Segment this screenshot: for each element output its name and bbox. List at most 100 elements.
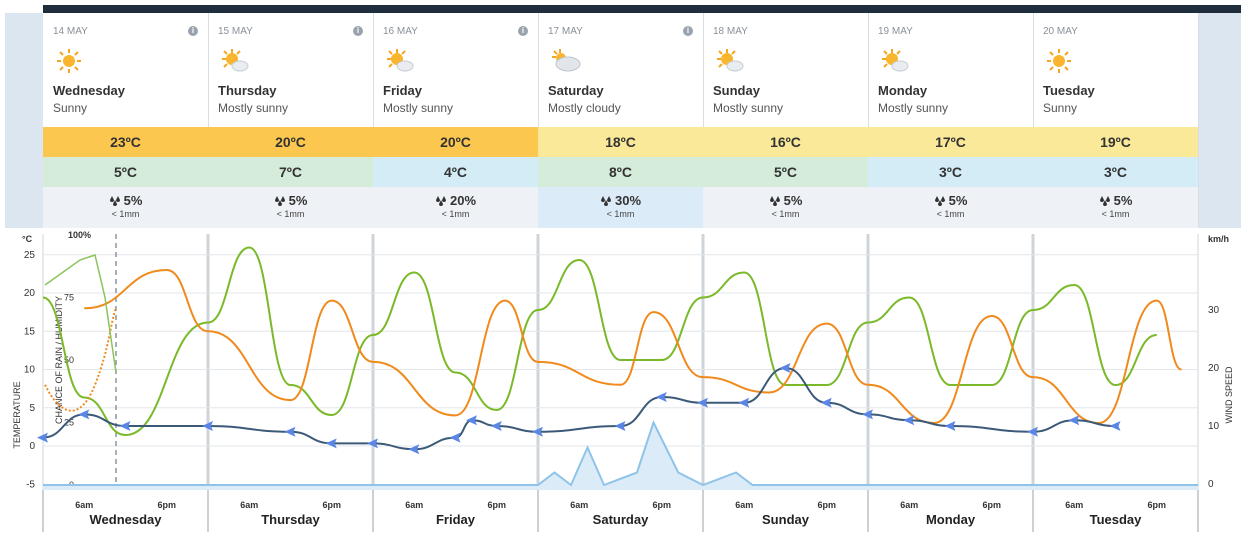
day-card[interactable]: 16 MAY i Friday Mostly sunny 20ºC 4ºC 20% < 1mm — [373, 13, 539, 228]
wind-arrow-icon — [614, 421, 626, 431]
info-icon[interactable]: i — [683, 26, 693, 36]
x-day-label: Friday — [436, 512, 476, 527]
plot-area — [43, 234, 1198, 490]
temp-tick: 5 — [29, 403, 35, 414]
raindrops-icon — [109, 193, 124, 208]
day-card[interactable]: 19 MAY Monday Mostly sunny 17ºC 3ºC 5% < 1mm — [868, 13, 1034, 228]
rain-chance: 5% < 1mm — [208, 187, 373, 228]
wind-arrow-icon — [820, 397, 832, 408]
wind-arrow-icon — [532, 426, 543, 437]
day-card[interactable]: 18 MAY Sunday Mostly sunny 16ºC 5ºC 5% < 1mm — [703, 13, 869, 228]
sun-icon — [55, 47, 83, 78]
rain-percent: 5% — [783, 193, 803, 208]
x-day-label: Tuesday — [1090, 512, 1143, 527]
day-description: Mostly cloudy — [548, 101, 621, 115]
wind-arrow-icon — [862, 409, 873, 420]
day-name: Sunday — [713, 83, 760, 98]
left-gutter — [5, 13, 43, 228]
day-description: Sunny — [1043, 101, 1078, 115]
high-temp: 16ºC — [703, 127, 868, 157]
wind-arrow-icon — [944, 421, 956, 431]
day-date: 17 MAY — [548, 26, 583, 37]
x-tick-6pm: 6pm — [322, 500, 341, 510]
wind-tick: 20 — [1208, 363, 1220, 374]
day-date: 20 MAY — [1043, 26, 1078, 37]
x-day-label: Thursday — [261, 512, 320, 527]
wind-arrow-icon — [655, 392, 667, 402]
day-date: 19 MAY — [878, 26, 913, 37]
high-temp: 17ºC — [868, 127, 1033, 157]
sun-cloud-icon — [220, 47, 250, 78]
temperature-axis-title: TEMPERATURE — [12, 381, 22, 448]
rain-percent: 5% — [288, 193, 308, 208]
rain-percent: 20% — [449, 193, 477, 208]
day-description: Mostly sunny — [218, 101, 289, 115]
day-description: Mostly sunny — [878, 101, 949, 115]
day-card[interactable]: 15 MAY i Thursday Mostly sunny 20ºC 7ºC 5% < 1m… — [208, 13, 374, 228]
wind-arrow-icon — [738, 397, 750, 408]
raindrops-icon — [1099, 193, 1114, 208]
x-tick-6am: 6am — [735, 500, 753, 510]
x-tick-6pm: 6pm — [487, 500, 506, 510]
rain-humidity-axis-title: CHANCE OF RAIN / HUMIDITY — [54, 296, 64, 424]
x-tick-6am: 6am — [75, 500, 93, 510]
x-tick-6pm: 6pm — [817, 500, 836, 510]
day-date: 14 MAY — [53, 26, 88, 37]
rain-chance: 5% < 1mm — [703, 187, 868, 228]
high-temp: 23ºC — [43, 127, 208, 157]
wind-arrow-icon — [284, 426, 296, 437]
rain-amount: < 1mm — [1101, 209, 1130, 219]
wind-axis-title: WIND SPEED — [1224, 366, 1234, 424]
wind-arrow-icon — [449, 432, 461, 443]
x-tick-6pm: 6pm — [652, 500, 671, 510]
rain-amount: < 1mm — [441, 209, 470, 219]
right-gutter — [1198, 13, 1241, 228]
rain-chance: 5% < 1mm — [43, 187, 208, 228]
day-description: Mostly sunny — [713, 101, 784, 115]
rain-amount: < 1mm — [276, 209, 305, 219]
day-name: Tuesday — [1043, 83, 1095, 98]
day-description: Sunny — [53, 101, 88, 115]
pct-tick: 25 — [64, 418, 74, 428]
day-date: 16 MAY — [383, 26, 418, 37]
low-temp: 4ºC — [373, 157, 538, 187]
wind-arrow-icon — [1109, 421, 1121, 431]
pct-tick: 75 — [64, 293, 74, 303]
rain-amount: < 1mm — [936, 209, 965, 219]
day-card[interactable]: 20 MAY Tuesday Sunny 19ºC 3ºC 5% < 1mm — [1033, 13, 1199, 228]
wind-tick: 10 — [1208, 421, 1220, 432]
wind-arrow-icon — [490, 421, 502, 431]
day-name: Monday — [878, 83, 928, 98]
high-temp: 20ºC — [373, 127, 538, 157]
past-humidity-line — [44, 254, 117, 373]
rain-percent: 5% — [948, 193, 968, 208]
x-tick-6pm: 6pm — [982, 500, 1001, 510]
wind-arrow-icon — [37, 432, 48, 443]
cloud-sun-icon — [550, 47, 582, 78]
low-temp: 8ºC — [538, 157, 703, 187]
rain-chance: 20% < 1mm — [373, 187, 538, 228]
rain-chance: 30% < 1mm — [538, 187, 703, 228]
rain-chance: 5% < 1mm — [868, 187, 1033, 228]
info-icon[interactable]: i — [353, 26, 363, 36]
temp-tick: 15 — [24, 326, 36, 337]
rain-amount: < 1mm — [111, 209, 140, 219]
wind-arrow-icon — [903, 415, 915, 426]
temperature-line — [84, 269, 1182, 425]
wind-arrow-icon — [367, 438, 378, 449]
high-temp: 18ºC — [538, 127, 703, 157]
raindrops-icon — [769, 193, 784, 208]
wind-line — [42, 366, 1116, 451]
right-unit: km/h — [1208, 234, 1229, 244]
x-axis-band — [43, 490, 1198, 532]
day-card[interactable]: 14 MAY i Wednesday Sunny 23ºC 5ºC 5% < 1mm — [43, 13, 209, 228]
left-unit: °C — [22, 234, 33, 244]
wind-arrow-icon — [119, 421, 131, 431]
x-tick-6am: 6am — [1065, 500, 1083, 510]
day-card[interactable]: 17 MAY i Saturday Mostly cloudy 18ºC 8ºC 30% < … — [538, 13, 704, 228]
info-icon[interactable]: i — [188, 26, 198, 36]
info-icon[interactable]: i — [518, 26, 528, 36]
rain-percent: 5% — [1113, 193, 1133, 208]
wind-tick: 0 — [1208, 479, 1214, 490]
